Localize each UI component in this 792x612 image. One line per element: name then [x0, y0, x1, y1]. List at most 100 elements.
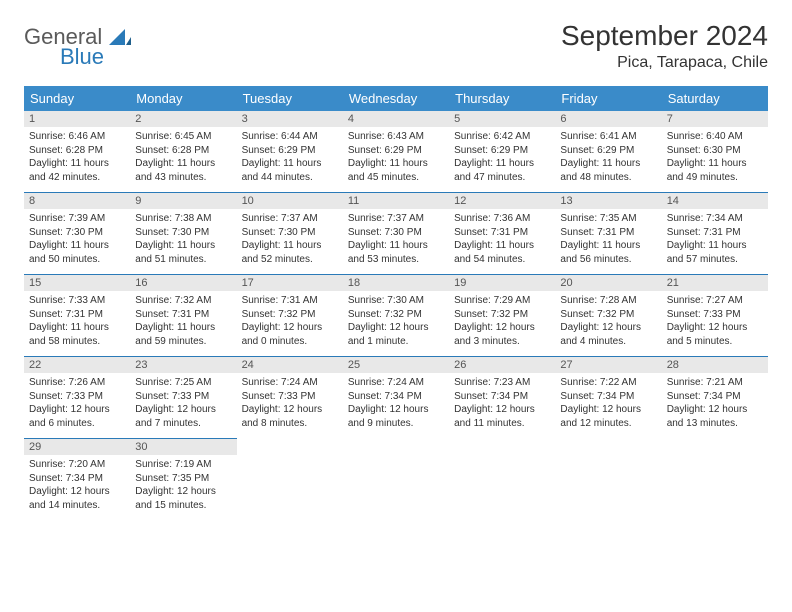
daylight-text: Daylight: 12 hours and 15 minutes.: [135, 485, 231, 512]
sunset-text: Sunset: 6:28 PM: [29, 144, 125, 158]
sunset-text: Sunset: 6:29 PM: [242, 144, 338, 158]
sunrise-text: Sunrise: 7:33 AM: [29, 294, 125, 308]
sunrise-text: Sunrise: 7:35 AM: [560, 212, 656, 226]
calendar-day-cell: 16Sunrise: 7:32 AMSunset: 7:31 PMDayligh…: [130, 275, 236, 357]
calendar-day-cell: 26 Sunrise: 7:23 AMSunset: 7:34 PMDayligh…: [449, 357, 555, 439]
sunset-text: Sunset: 7:34 PM: [454, 390, 550, 404]
sunset-text: Sunset: 7:34 PM: [560, 390, 656, 404]
daylight-text: Daylight: 11 hours and 49 minutes.: [667, 157, 763, 184]
day-number: 23: [130, 357, 236, 373]
calendar-day-cell: 6Sunrise: 6:41 AMSunset: 6:29 PMDaylight…: [555, 111, 661, 193]
sunset-text: Sunset: 6:28 PM: [135, 144, 231, 158]
calendar-day-cell: 2Sunrise: 6:45 AMSunset: 6:28 PMDaylight…: [130, 111, 236, 193]
weekday-header: Wednesday: [343, 86, 449, 111]
sunrise-text: Sunrise: 7:20 AM: [29, 458, 125, 472]
sunrise-text: Sunrise: 6:40 AM: [667, 130, 763, 144]
daylight-text: Daylight: 11 hours and 53 minutes.: [348, 239, 444, 266]
day-number: 3: [237, 111, 343, 127]
day-body: Sunrise: 6:44 AMSunset: 6:29 PMDaylight:…: [237, 127, 343, 192]
sunset-text: Sunset: 7:32 PM: [454, 308, 550, 322]
daylight-text: Daylight: 11 hours and 59 minutes.: [135, 321, 231, 348]
daylight-text: Daylight: 12 hours and 1 minute.: [348, 321, 444, 348]
calendar-day-cell: 4Sunrise: 6:43 AMSunset: 6:29 PMDaylight…: [343, 111, 449, 193]
daylight-text: Daylight: 12 hours and 5 minutes.: [667, 321, 763, 348]
day-number: 7: [662, 111, 768, 127]
sunrise-text: Sunrise: 7:36 AM: [454, 212, 550, 226]
sunrise-text: Sunrise: 7:23 AM: [454, 376, 550, 390]
calendar-day-cell: 20Sunrise: 7:28 AMSunset: 7:32 PMDayligh…: [555, 275, 661, 357]
day-body: Sunrise: 7:32 AMSunset: 7:31 PMDaylight:…: [130, 291, 236, 356]
daylight-text: Daylight: 11 hours and 56 minutes.: [560, 239, 656, 266]
calendar-day-cell: 1Sunrise: 6:46 AMSunset: 6:28 PMDaylight…: [24, 111, 130, 193]
day-body: Sunrise: 7:20 AMSunset: 7:34 PMDaylight:…: [24, 455, 130, 520]
day-number: 4: [343, 111, 449, 127]
location: Pica, Tarapaca, Chile: [561, 54, 768, 72]
calendar-day-cell: 14Sunrise: 7:34 AMSunset: 7:31 PMDayligh…: [662, 193, 768, 275]
sunset-text: Sunset: 7:33 PM: [667, 308, 763, 322]
sunset-text: Sunset: 7:34 PM: [667, 390, 763, 404]
calendar-day-cell: 3Sunrise: 6:44 AMSunset: 6:29 PMDaylight…: [237, 111, 343, 193]
weekday-header: Monday: [130, 86, 236, 111]
sunset-text: Sunset: 7:31 PM: [454, 226, 550, 240]
calendar-day-cell: 21Sunrise: 7:27 AMSunset: 7:33 PMDayligh…: [662, 275, 768, 357]
day-number: 27: [555, 357, 661, 373]
sunrise-text: Sunrise: 7:25 AM: [135, 376, 231, 390]
calendar-day-cell: [662, 439, 768, 521]
calendar-week-row: 29Sunrise: 7:20 AMSunset: 7:34 PMDayligh…: [24, 439, 768, 521]
day-number: 28: [662, 357, 768, 373]
weekday-header: Friday: [555, 86, 661, 111]
calendar-day-cell: 22Sunrise: 7:26 AMSunset: 7:33 PMDayligh…: [24, 357, 130, 439]
day-body: Sunrise: 7:37 AMSunset: 7:30 PMDaylight:…: [237, 209, 343, 274]
day-number: 10: [237, 193, 343, 209]
daylight-text: Daylight: 12 hours and 11 minutes.: [454, 403, 550, 430]
sunset-text: Sunset: 7:33 PM: [135, 390, 231, 404]
day-body: Sunrise: 7:30 AMSunset: 7:32 PMDaylight:…: [343, 291, 449, 356]
day-body: Sunrise: 7:39 AMSunset: 7:30 PMDaylight:…: [24, 209, 130, 274]
daylight-text: Daylight: 12 hours and 6 minutes.: [29, 403, 125, 430]
day-body: Sunrise: 7:35 AMSunset: 7:31 PMDaylight:…: [555, 209, 661, 274]
sunrise-text: Sunrise: 7:34 AM: [667, 212, 763, 226]
sunrise-text: Sunrise: 7:19 AM: [135, 458, 231, 472]
calendar-day-cell: 10Sunrise: 7:37 AMSunset: 7:30 PMDayligh…: [237, 193, 343, 275]
sunrise-text: Sunrise: 7:24 AM: [348, 376, 444, 390]
day-number: 26: [449, 357, 555, 373]
day-body: Sunrise: 7:24 AMSunset: 7:33 PMDaylight:…: [237, 373, 343, 438]
day-number: 15: [24, 275, 130, 291]
daylight-text: Daylight: 12 hours and 8 minutes.: [242, 403, 338, 430]
day-number: 19: [449, 275, 555, 291]
daylight-text: Daylight: 11 hours and 42 minutes.: [29, 157, 125, 184]
sunrise-text: Sunrise: 6:44 AM: [242, 130, 338, 144]
sunset-text: Sunset: 7:34 PM: [348, 390, 444, 404]
calendar-week-row: 15Sunrise: 7:33 AMSunset: 7:31 PMDayligh…: [24, 275, 768, 357]
day-body: Sunrise: 6:42 AMSunset: 6:29 PMDaylight:…: [449, 127, 555, 192]
sunrise-text: Sunrise: 6:43 AM: [348, 130, 444, 144]
logo-sail-icon: [109, 27, 131, 52]
daylight-text: Daylight: 11 hours and 51 minutes.: [135, 239, 231, 266]
sunset-text: Sunset: 7:32 PM: [560, 308, 656, 322]
day-body: Sunrise: 7:34 AMSunset: 7:31 PMDaylight:…: [662, 209, 768, 274]
day-number: 1: [24, 111, 130, 127]
page-header: General Blue September 2024 Pica, Tarapa…: [24, 20, 768, 72]
sunset-text: Sunset: 7:30 PM: [29, 226, 125, 240]
weekday-header: Saturday: [662, 86, 768, 111]
day-body: Sunrise: 6:45 AMSunset: 6:28 PMDaylight:…: [130, 127, 236, 192]
day-number: 21: [662, 275, 768, 291]
calendar-day-cell: 30Sunrise: 7:19 AMSunset: 7:35 PMDayligh…: [130, 439, 236, 521]
calendar-week-row: 22Sunrise: 7:26 AMSunset: 7:33 PMDayligh…: [24, 357, 768, 439]
daylight-text: Daylight: 12 hours and 9 minutes.: [348, 403, 444, 430]
sunset-text: Sunset: 7:33 PM: [242, 390, 338, 404]
calendar-day-cell: 23Sunrise: 7:25 AMSunset: 7:33 PMDayligh…: [130, 357, 236, 439]
calendar-day-cell: 28Sunrise: 7:21 AMSunset: 7:34 PMDayligh…: [662, 357, 768, 439]
day-number: 11: [343, 193, 449, 209]
sunset-text: Sunset: 6:29 PM: [348, 144, 444, 158]
daylight-text: Daylight: 11 hours and 47 minutes.: [454, 157, 550, 184]
daylight-text: Daylight: 11 hours and 50 minutes.: [29, 239, 125, 266]
calendar-table: SundayMondayTuesdayWednesdayThursdayFrid…: [24, 86, 768, 520]
sunset-text: Sunset: 7:33 PM: [29, 390, 125, 404]
day-number: 16: [130, 275, 236, 291]
day-body: Sunrise: 7:25 AMSunset: 7:33 PMDaylight:…: [130, 373, 236, 438]
calendar-day-cell: [449, 439, 555, 521]
sunset-text: Sunset: 7:31 PM: [560, 226, 656, 240]
calendar-day-cell: 9Sunrise: 7:38 AMSunset: 7:30 PMDaylight…: [130, 193, 236, 275]
calendar-day-cell: 11Sunrise: 7:37 AMSunset: 7:30 PMDayligh…: [343, 193, 449, 275]
